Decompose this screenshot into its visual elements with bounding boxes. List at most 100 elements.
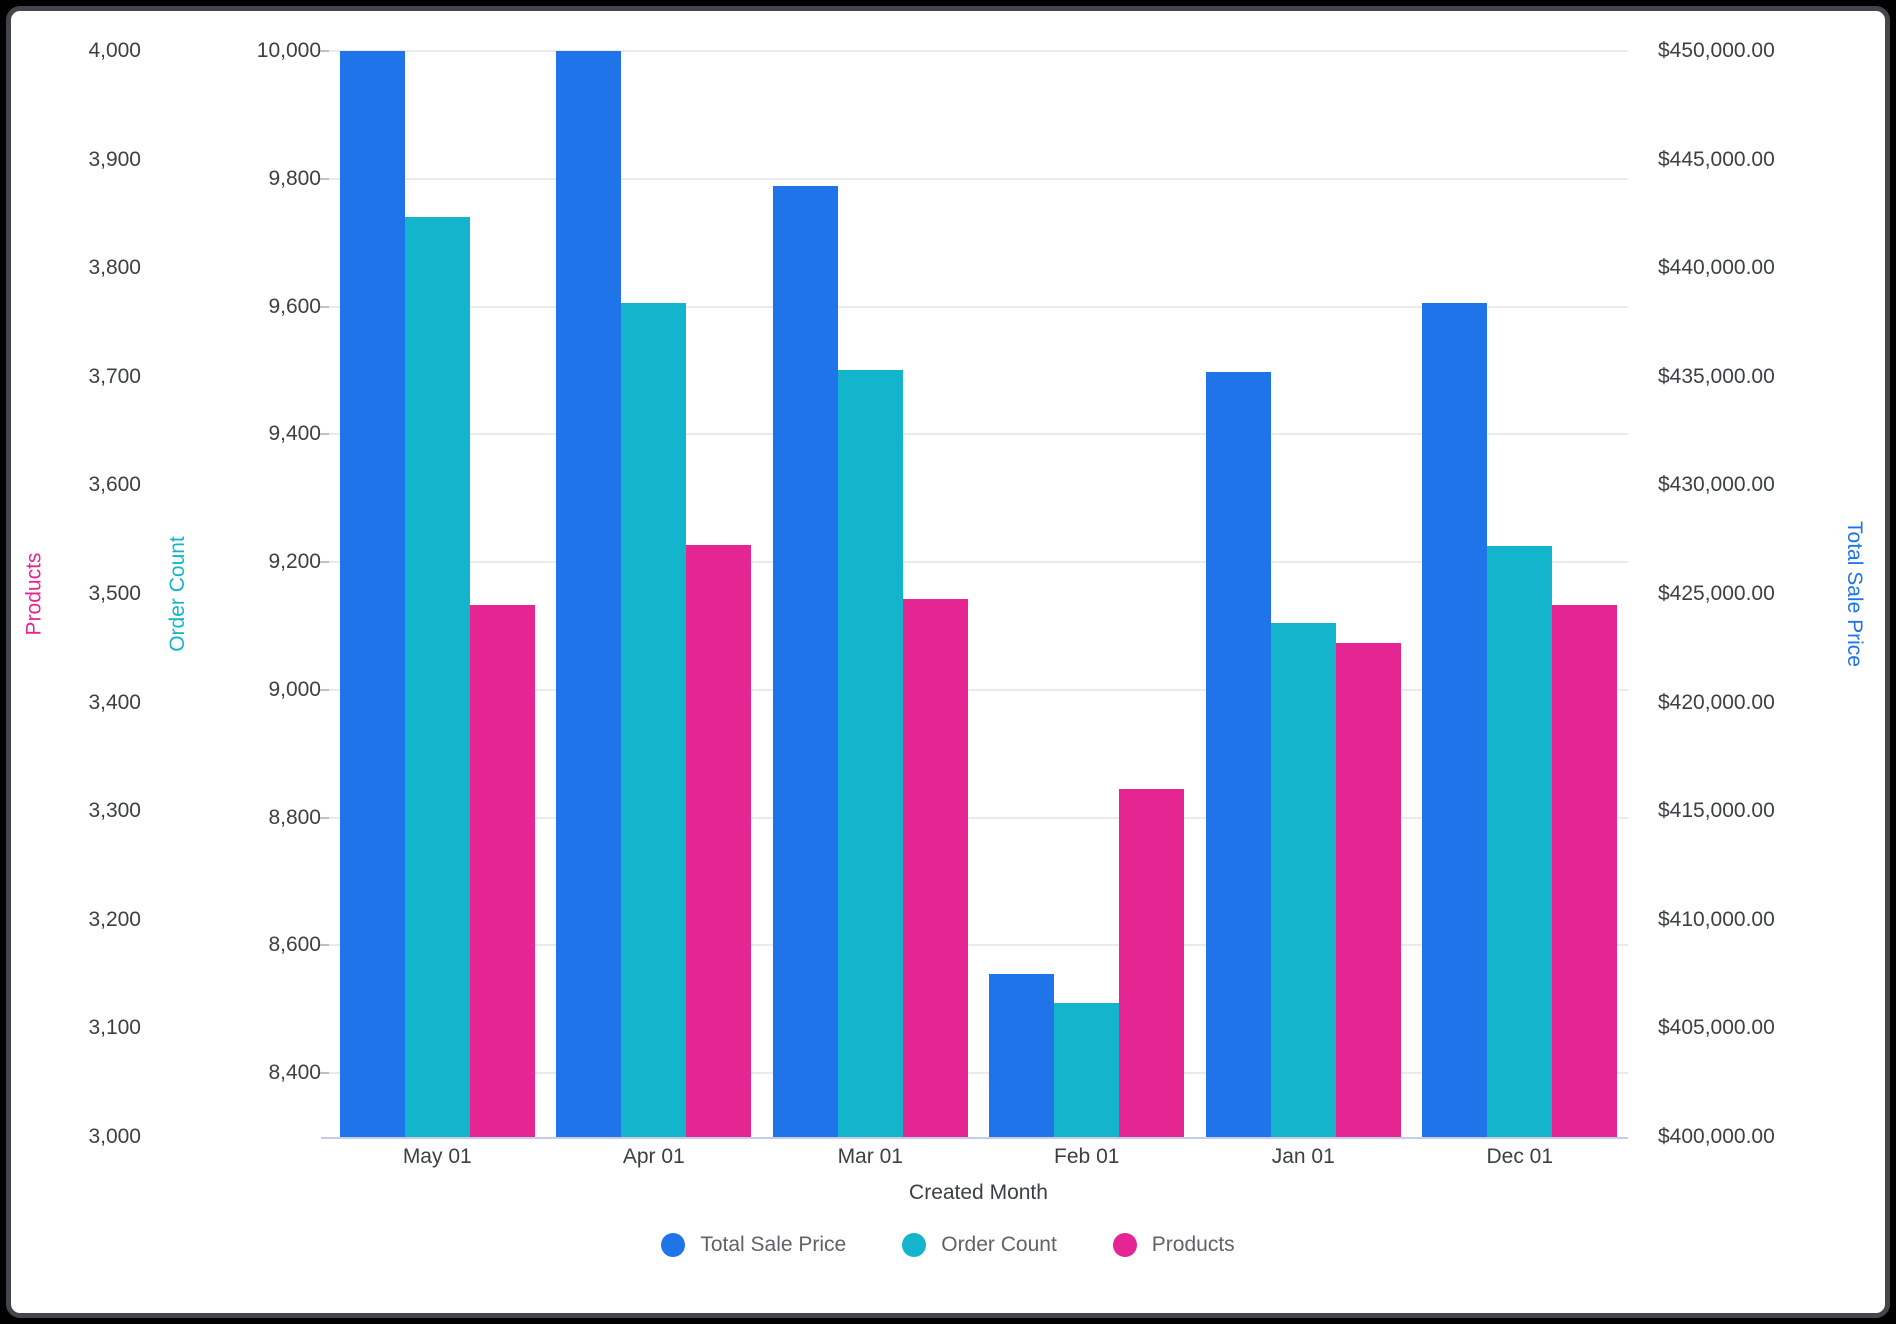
dollars-tick-label: $420,000.00 [1658, 690, 1775, 714]
bar-total-sale-price[interactable] [1205, 372, 1271, 1137]
x-title-right-spacer [1628, 1177, 1885, 1209]
gridline [329, 944, 1628, 947]
bar-order-count[interactable] [1487, 546, 1553, 1137]
bar-total-sale-price[interactable] [339, 51, 405, 1137]
dollars-tick-label: $410,000.00 [1658, 907, 1775, 931]
bar-total-sale-price[interactable] [556, 51, 622, 1137]
plot-scale-area [320, 50, 1628, 1139]
order-axis-title-text: Order Count [166, 536, 189, 652]
legend-item-products[interactable]: Products [1112, 1233, 1235, 1257]
x-axis-left-spacer [11, 1137, 329, 1177]
legend-label: Products [1151, 1233, 1235, 1256]
order-axis-tick-mark [320, 1072, 329, 1075]
products-tick-label: 3,000 [88, 1125, 141, 1148]
bar-order-count[interactable] [837, 370, 903, 1137]
total-sale-price-title-col: Total Sale Price [1823, 11, 1885, 1137]
dollars-tick-label: $450,000.00 [1658, 39, 1775, 62]
order-axis-tick-mark [320, 305, 329, 308]
products-tick-label: 3,600 [88, 473, 141, 497]
legend: Total Sale Price Order Count Products [11, 1223, 1885, 1267]
total-sale-price-axis-title-text: Total Sale Price [1843, 521, 1866, 667]
legend-dot-icon [902, 1233, 927, 1257]
products-tick-label: 3,700 [88, 364, 141, 388]
x-axis-category-label: May 01 [402, 1145, 472, 1168]
gridline [329, 1072, 1628, 1075]
bar-products[interactable] [1552, 604, 1618, 1137]
order-tick-label: 9,600 [268, 294, 321, 318]
dollars-tick-label: $435,000.00 [1658, 364, 1775, 388]
x-axis-labels: May 01 Apr 01 Mar 01 Feb 01 Jan 01 Dec 01 [329, 1137, 1628, 1177]
legend-item-order-count[interactable]: Order Count [902, 1233, 1057, 1257]
legend-item-total-sale-price[interactable]: Total Sale Price [661, 1233, 846, 1257]
order-axis-tick-mark [320, 177, 329, 180]
dollars-tick-label: $425,000.00 [1658, 582, 1775, 605]
legend-label: Order Count [941, 1233, 1057, 1256]
x-axis-title-row: Created Month [11, 1177, 1885, 1209]
x-axis-category-label: Apr 01 [622, 1145, 685, 1168]
bar-order-count[interactable] [404, 217, 470, 1137]
bar-total-sale-price[interactable] [989, 974, 1055, 1137]
order-axis-title: Order Count [149, 51, 207, 1137]
gridline [329, 177, 1628, 180]
bar-products[interactable] [1119, 789, 1185, 1137]
dollars-tick-label: $440,000.00 [1658, 256, 1775, 280]
products-axis-labels: 4,000 3,900 3,800 3,700 3,600 3,500 3,400 3,300… [57, 11, 149, 1148]
order-tick-label: 8,400 [268, 1061, 321, 1085]
order-axis-tick-mark [320, 50, 329, 52]
gridline [329, 433, 1628, 436]
bar-order-count[interactable] [621, 303, 687, 1137]
chart-window: Products 4,000 3,900 3,800 3,700 3,600 3,500 3… [6, 6, 1890, 1318]
legend-dot-icon [661, 1233, 686, 1257]
x-axis-category-label: Dec 01 [1486, 1145, 1554, 1168]
products-axis-title-text: Products [22, 552, 45, 636]
dollars-tick-label: $400,000.00 [1658, 1125, 1775, 1148]
products-tick-label: 3,800 [88, 256, 141, 280]
gridline [329, 561, 1628, 564]
bar-group-feb-01 [979, 51, 1196, 1137]
x-title-left-spacer [11, 1177, 329, 1209]
products-tick-label: 3,500 [88, 582, 141, 605]
legend-label: Total Sale Price [700, 1233, 847, 1256]
order-axis-tick-mark [320, 944, 329, 947]
bar-groups [329, 51, 1628, 1137]
gridline [329, 816, 1628, 819]
x-axis-line [321, 1137, 1628, 1139]
products-tick-label: 3,200 [88, 907, 141, 931]
order-tick-label: 8,600 [268, 933, 321, 957]
bar-group-dec-01 [1412, 51, 1629, 1137]
products-tick-label: 3,400 [88, 690, 141, 714]
bar-order-count[interactable] [1270, 622, 1336, 1137]
x-axis-category-label: Mar 01 [837, 1145, 903, 1168]
dollars-tick-label: $415,000.00 [1658, 799, 1775, 823]
products-axis-title: Products [11, 51, 57, 1137]
bar-products[interactable] [902, 599, 968, 1137]
products-tick-label: 3,900 [88, 147, 141, 171]
bar-group-may-01 [329, 51, 546, 1137]
bar-products[interactable] [686, 545, 752, 1137]
bar-order-count[interactable] [1054, 1002, 1120, 1137]
products-tick-label: 3,300 [88, 799, 141, 823]
order-axis-labels: 10,000 9,800 9,600 9,400 9,200 9,000 8,800 8,60… [207, 11, 329, 1137]
total-sale-price-axis-title: Total Sale Price [1823, 51, 1885, 1137]
bar-products[interactable] [1335, 642, 1401, 1137]
order-tick-label: 9,400 [268, 422, 321, 446]
order-tick-label: 9,800 [268, 166, 321, 190]
bar-products[interactable] [469, 604, 535, 1137]
order-axis-tick-mark [320, 688, 329, 691]
order-tick-label: 10,000 [256, 39, 321, 62]
chart-body: Products 4,000 3,900 3,800 3,700 3,600 3,500 3… [11, 11, 1885, 1148]
plot-area [320, 11, 1628, 1139]
bar-total-sale-price[interactable] [1422, 302, 1488, 1137]
gridline [329, 50, 1628, 52]
bar-total-sale-price[interactable] [772, 185, 838, 1137]
order-axis-tick-mark [320, 561, 329, 564]
total-sale-price-axis-labels: $450,000.00 $445,000.00 $440,000.00 $435,00… [1628, 11, 1823, 1148]
gridline [329, 305, 1628, 308]
order-tick-label: 8,800 [268, 805, 321, 829]
order-tick-label: 9,200 [268, 550, 321, 574]
x-axis-labels-row: May 01 Apr 01 Mar 01 Feb 01 Jan 01 Dec 01 [11, 1137, 1885, 1177]
dollars-tick-label: $430,000.00 [1658, 473, 1775, 497]
products-tick-label: 3,100 [88, 1016, 141, 1040]
order-tick-label: 9,000 [268, 677, 321, 701]
bar-group-mar-01 [762, 51, 979, 1137]
